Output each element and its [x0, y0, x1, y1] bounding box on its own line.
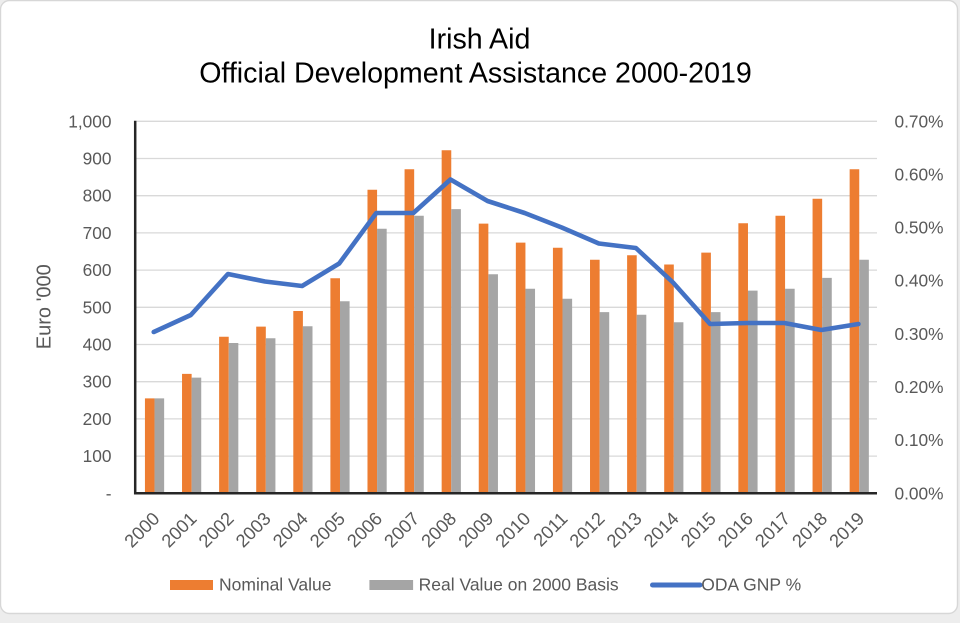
svg-text:Nominal Value: Nominal Value	[219, 575, 332, 595]
svg-text:Official Development Assistanc: Official Development Assistance 2000-201…	[199, 57, 752, 89]
svg-text:0.10%: 0.10%	[895, 430, 944, 450]
svg-text:100: 100	[83, 446, 112, 466]
svg-text:900: 900	[83, 149, 112, 169]
svg-text:600: 600	[83, 260, 112, 280]
svg-text:0.00%: 0.00%	[895, 483, 944, 503]
svg-text:0.30%: 0.30%	[895, 324, 944, 344]
svg-text:0.20%: 0.20%	[895, 377, 944, 397]
svg-text:Irish Aid: Irish Aid	[429, 23, 531, 55]
svg-text:0.50%: 0.50%	[895, 218, 944, 238]
svg-text:800: 800	[83, 186, 112, 206]
svg-text:0.60%: 0.60%	[895, 165, 944, 185]
svg-text:-: -	[106, 483, 112, 503]
svg-text:0.40%: 0.40%	[895, 271, 944, 291]
svg-text:1,000: 1,000	[68, 111, 111, 131]
svg-text:ODA GNP %: ODA GNP %	[701, 575, 801, 595]
svg-text:Euro '000: Euro '000	[33, 264, 55, 349]
svg-text:Real Value on 2000 Basis: Real Value on 2000 Basis	[419, 575, 619, 595]
svg-text:300: 300	[83, 372, 112, 392]
svg-text:700: 700	[83, 223, 112, 243]
svg-text:0.70%: 0.70%	[895, 111, 944, 131]
svg-text:400: 400	[83, 335, 112, 355]
svg-text:200: 200	[83, 409, 112, 429]
svg-text:500: 500	[83, 297, 112, 317]
